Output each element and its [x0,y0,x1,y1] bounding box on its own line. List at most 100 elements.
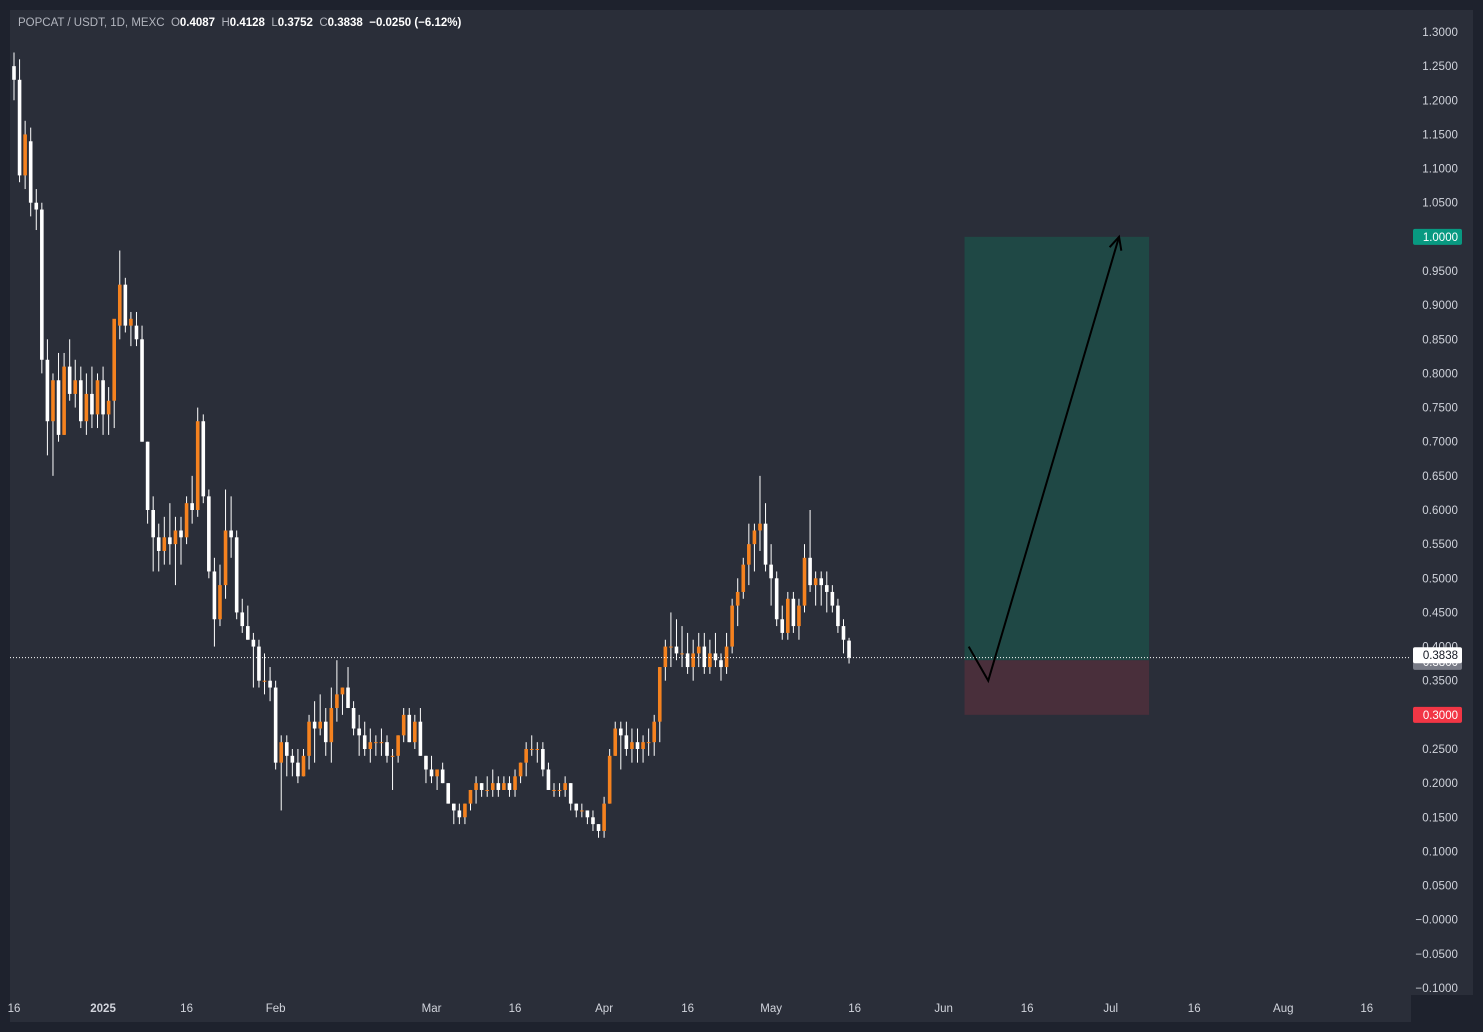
candle [507,776,512,797]
x-tick-label: 16 [8,1003,21,1015]
candle-body [117,284,122,326]
candle [123,277,128,333]
candle [813,571,818,606]
time-axis[interactable] [10,995,1411,1022]
candle-body [262,680,267,682]
y-tick-label: 0.0500 [1422,881,1458,893]
candle-body [786,598,790,633]
candle [262,653,267,695]
candle [28,127,33,217]
candle [201,414,206,504]
candle [240,598,245,633]
price-axis[interactable] [1411,10,1473,995]
candle-body [112,318,117,401]
symbol-title: POPCAT / USDT, 1D, MEXC [18,17,165,29]
candle [374,735,378,756]
candle-body [646,742,651,744]
candle [62,352,66,435]
candle-body [641,742,645,749]
y-tick-label: 0.6000 [1422,505,1458,517]
y-tick-label: 0.8000 [1422,368,1458,380]
candle-body [301,755,306,777]
candle [56,352,61,442]
candle [641,735,645,763]
candle-body [307,721,311,756]
candle [624,721,629,756]
candle-body [802,557,807,606]
candle [797,598,801,640]
candle-body [140,339,144,442]
last-price-badge-text: 0.3838 [1423,650,1458,662]
candle-body [385,742,389,756]
candle-body [362,735,367,749]
candle-body [552,789,556,791]
candle-body [479,783,484,790]
candle-body [474,783,478,790]
candle [557,783,562,797]
candle [90,366,94,429]
x-tick-label: Feb [266,1003,286,1015]
candle-body [346,687,350,709]
candle [296,749,300,784]
candle-body [351,708,356,729]
candle [763,503,768,572]
candle-body [40,209,44,360]
candle-body [763,523,768,565]
candle [652,714,657,756]
candle-body [151,510,155,538]
low-value: 0.3752 [277,17,313,29]
candle [307,714,311,770]
candle [691,639,695,681]
overlays [10,234,1411,684]
candle-body [440,769,445,784]
candle-body [156,537,161,551]
high-label: H [221,17,230,29]
candle-body [463,803,467,818]
candle-body [129,318,133,326]
candle-body [496,783,501,790]
candle [73,359,78,408]
candle [518,762,523,784]
candle-body [747,544,751,565]
candle-body [435,769,439,777]
candle [451,803,456,825]
candle [401,708,406,743]
candle-body [73,380,78,394]
candle [162,516,167,565]
y-tick-label: 0.4500 [1422,607,1458,619]
candle [585,810,590,825]
candle-body [101,380,105,415]
candle-body [674,646,679,654]
candle-body [45,359,50,422]
last-price-badge: 0.3838 [1413,647,1462,664]
candle [786,591,790,640]
candle [463,803,467,825]
candle [730,598,734,654]
candle-body [67,366,72,394]
candle-body [323,721,328,743]
low-label: L [271,17,278,29]
candle [513,769,517,797]
candle [357,714,361,756]
candle-body [240,612,245,627]
candle-body [529,749,534,750]
y-tick-label: 1.1500 [1422,129,1458,141]
candle [446,783,451,804]
candle [529,735,534,756]
candle [79,366,83,429]
chart-pane[interactable] [10,10,1411,995]
y-tick-label: 0.5000 [1422,573,1458,585]
candle [774,571,779,627]
candle-body [296,762,300,777]
candle-body [808,557,812,586]
candle [168,503,172,565]
candle-body [396,735,400,756]
candle-body [134,325,139,340]
candle [173,516,178,586]
candle [268,667,272,702]
candle [40,202,44,374]
candle [435,769,439,790]
x-tick-label: 16 [1360,1003,1373,1015]
candle-body [251,639,256,647]
